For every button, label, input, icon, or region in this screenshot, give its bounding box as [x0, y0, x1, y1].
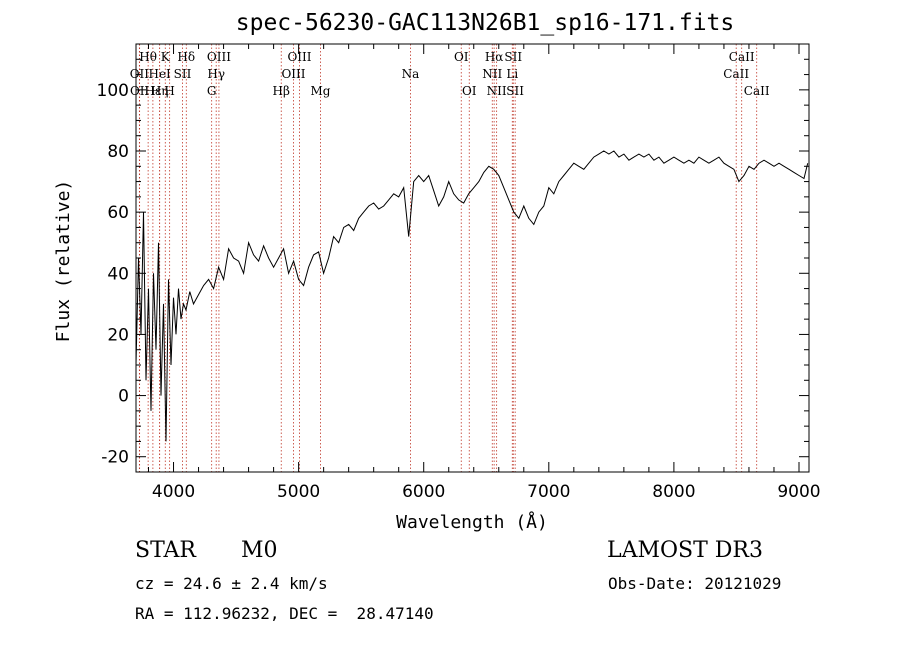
survey-name: LAMOST DR3 — [607, 538, 763, 563]
line-label-oiii: OIII — [281, 67, 305, 81]
line-label-sii: SII — [506, 84, 524, 98]
line-label-caii: CaII — [729, 50, 755, 64]
y-axis-ticks: -20 0 20 40 60 80 100 — [97, 43, 809, 468]
line-label-mg: Mg — [311, 84, 331, 98]
flux-series — [135, 150, 809, 442]
line-label-caii: CaII — [723, 67, 749, 81]
line-label-li: Li — [506, 67, 518, 81]
object-subclass: M0 — [241, 538, 278, 563]
x-tick-label: 8000 — [652, 482, 695, 502]
line-label-sii: SII — [174, 67, 192, 81]
line-label-oi: OI — [454, 50, 469, 64]
y-tick-label: 40 — [107, 264, 129, 284]
line-label-hη: Hη — [151, 84, 169, 98]
line-label-caii: CaII — [744, 84, 770, 98]
y-tick-label: 60 — [107, 203, 129, 223]
line-label-hγ: Hγ — [207, 67, 225, 81]
x-tick-label: 7000 — [527, 482, 570, 502]
x-tick-label: 4000 — [152, 482, 195, 502]
line-label-h: H — [164, 84, 174, 98]
line-label-k: K — [161, 50, 171, 64]
line-label-hθ: Hθ — [139, 50, 157, 64]
line-label-g: G — [207, 84, 217, 98]
line-label-oiii: OIII — [207, 50, 231, 64]
redshift-text: cz = 24.6 ± 2.4 km/s — [135, 574, 328, 593]
line-label-hε: Hε — [145, 84, 162, 98]
coordinates-text: RA = 112.96232, DEC = 28.47140 — [135, 604, 434, 623]
line-label-oii: OII — [130, 67, 150, 81]
y-tick-label: 100 — [97, 81, 129, 101]
y-tick-label: 80 — [107, 142, 129, 162]
line-label-hα: Hα — [485, 50, 504, 64]
obs-date-text: Obs-Date: 20121029 — [608, 574, 782, 593]
line-label-oii: OII — [130, 84, 150, 98]
plot-frame — [135, 43, 810, 473]
chart-title: spec-56230-GAC113N26B1_sp16-171.fits — [235, 10, 735, 36]
spectral-line-labels: HθOIIOIIHεHηHeIKHSIIHδGHγOIIIHβOIIIOIIIM… — [130, 50, 770, 98]
line-label-oiii: OIII — [287, 50, 311, 64]
x-tick-label: 9000 — [777, 482, 820, 502]
line-label-sii: SII — [504, 50, 522, 64]
y-tick-label: 0 — [118, 387, 129, 407]
x-tick-label: 6000 — [402, 482, 445, 502]
x-axis-ticks: 4000 5000 6000 7000 8000 9000 — [148, 44, 821, 502]
line-label-hδ: Hδ — [177, 50, 195, 64]
line-label-na: Na — [402, 67, 420, 81]
y-tick-label: -20 — [101, 448, 129, 468]
x-axis-label: Wavelength (Å) — [396, 511, 548, 533]
line-label-hβ: Hβ — [273, 84, 290, 98]
object-class: STAR — [135, 538, 196, 563]
y-tick-label: 20 — [107, 325, 129, 345]
line-label-oi: OI — [462, 84, 477, 98]
line-label-nii: NII — [482, 67, 502, 81]
line-label-hei: HeI — [148, 67, 171, 81]
y-axis-label: Flux (relative) — [53, 180, 74, 343]
x-tick-label: 5000 — [277, 482, 320, 502]
line-label-nii: NII — [487, 84, 507, 98]
spectral-line-markers — [138, 44, 758, 472]
flux-line — [135, 150, 809, 442]
